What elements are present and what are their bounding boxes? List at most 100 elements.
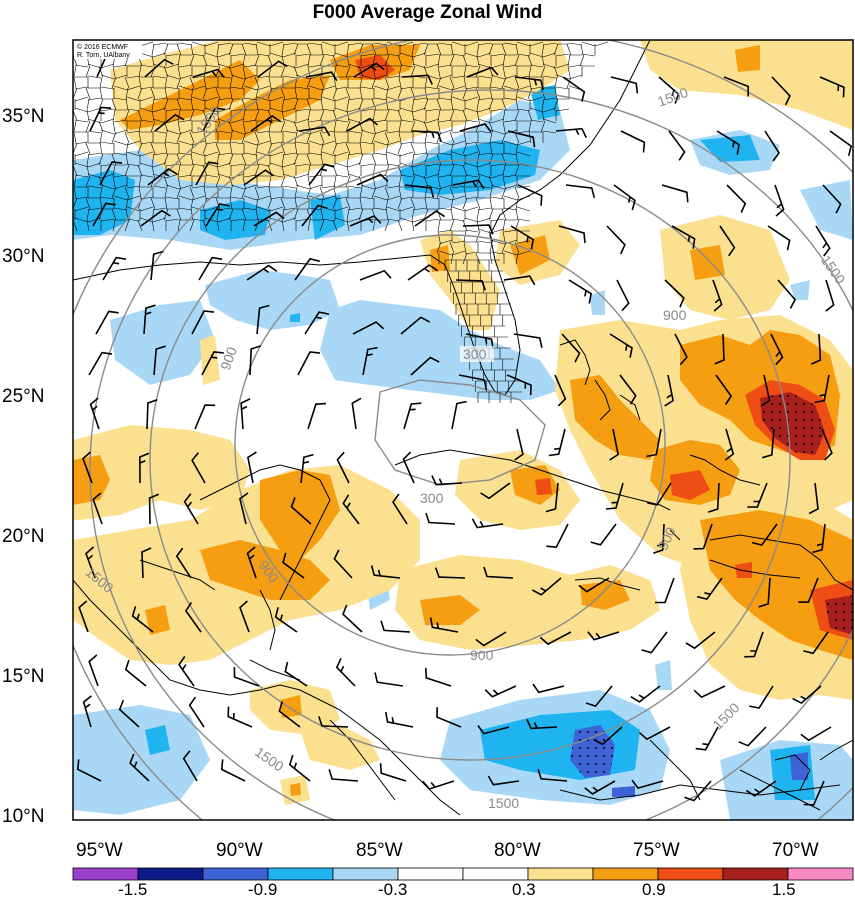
county-border (438, 250, 453, 264)
wind-barb (278, 701, 301, 728)
wind-barb (150, 250, 164, 281)
county-border (450, 195, 466, 210)
county-border (371, 152, 388, 166)
wind-barb (777, 279, 797, 309)
county-border (112, 64, 128, 78)
wind-barb (825, 279, 835, 312)
county-border (477, 185, 492, 198)
wind-barb (620, 130, 646, 153)
county-border (125, 140, 141, 155)
county-border (332, 217, 349, 232)
wind-barb (301, 204, 328, 227)
wind-barb (247, 451, 257, 484)
wind-barb (684, 780, 712, 802)
county-border (372, 119, 388, 133)
county-border (280, 197, 296, 210)
wind-barb (829, 130, 853, 156)
county-border (449, 53, 466, 67)
county-border (384, 53, 401, 67)
county-border (99, 184, 115, 199)
county-border (152, 185, 167, 198)
county-border (494, 325, 506, 337)
county-border (86, 152, 102, 166)
colorbar-swatch (267, 867, 334, 881)
county-border (567, 64, 583, 78)
wind-barb (758, 577, 771, 608)
wind-barb (744, 631, 764, 658)
wind-barb (537, 769, 568, 782)
county-border (164, 141, 180, 155)
wind-barb (362, 346, 378, 376)
county-border (462, 86, 479, 100)
wind-barb (584, 780, 616, 795)
wind-barb (194, 404, 216, 430)
county-border (241, 42, 258, 56)
contour-label-1500-c: 1500 (488, 795, 519, 811)
county-border (425, 108, 440, 121)
wind-barb (436, 707, 462, 728)
county-border (229, 184, 245, 199)
wind-barb (810, 333, 822, 365)
contour-label-900-a: 900 (470, 647, 494, 663)
wind-barb (800, 726, 832, 742)
wind-barb (191, 452, 206, 484)
wind-barb (404, 184, 435, 198)
county-border (436, 207, 453, 221)
county-border (491, 270, 503, 282)
county-border (501, 152, 518, 166)
county-border (476, 207, 492, 221)
county-border (455, 259, 467, 271)
county-border (99, 141, 115, 155)
wind-barb (459, 123, 492, 133)
county-border (463, 229, 479, 243)
county-border (85, 142, 101, 155)
county-border (230, 53, 245, 66)
wind-barb (819, 76, 845, 98)
county-border (527, 52, 544, 67)
county-border (111, 97, 128, 111)
county-border (436, 42, 453, 56)
county-border (189, 108, 206, 122)
county-border (217, 185, 232, 198)
county-border (359, 184, 375, 199)
county-border (346, 97, 362, 111)
county-border (306, 74, 323, 89)
wind-barb (555, 127, 588, 139)
county-border (480, 314, 492, 326)
county-border (73, 64, 89, 78)
county-border (241, 74, 258, 89)
county-border (202, 86, 219, 100)
county-border (85, 197, 101, 210)
wind-barb (92, 202, 116, 227)
wind-barb (227, 706, 253, 728)
county-border (281, 42, 297, 56)
county-border (501, 239, 518, 254)
county-border (267, 141, 284, 155)
county-border (164, 196, 180, 210)
county-border (319, 130, 336, 144)
county-border (138, 186, 153, 199)
county-border (555, 53, 570, 66)
wind-barb (240, 398, 251, 430)
wind-barb (514, 428, 524, 461)
county-border (494, 369, 506, 381)
county-border (411, 217, 427, 232)
wind-barb (380, 620, 411, 633)
county-border (466, 303, 478, 315)
wind-barb (558, 225, 586, 244)
county-border (425, 163, 440, 176)
colorbar-swatch (527, 867, 594, 881)
wind-barb (653, 523, 665, 554)
wind-barb (146, 398, 158, 430)
county-border (229, 129, 245, 144)
county-border (373, 140, 388, 154)
county-border (501, 184, 518, 199)
county-border (202, 52, 219, 67)
county-border (345, 173, 362, 188)
county-border (359, 196, 375, 210)
county-border (449, 108, 466, 122)
county-border (346, 152, 362, 166)
lat-label-15: 15°N (2, 666, 44, 687)
wind-barb (124, 659, 147, 687)
wind-barb (803, 631, 829, 655)
